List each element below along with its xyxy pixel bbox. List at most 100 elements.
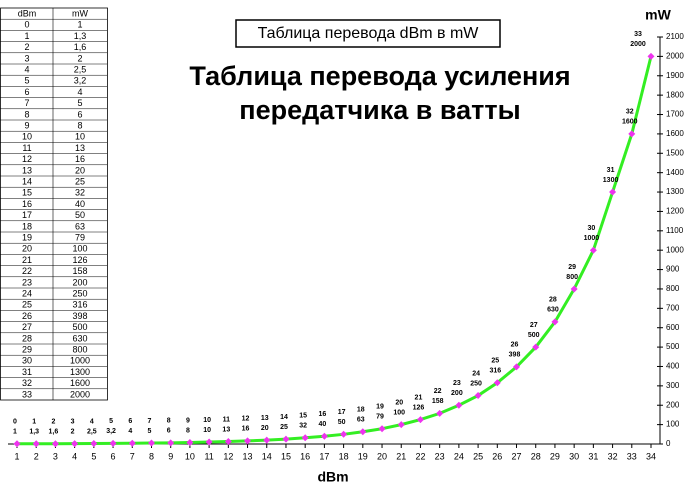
y-tick-label: 1000 [666, 245, 684, 254]
x-tick-label: 17 [319, 451, 329, 461]
y-tick-label: 100 [666, 420, 680, 429]
table-cell: 5 [77, 98, 82, 108]
table-cell: 33 [22, 389, 32, 399]
data-label: 40 [318, 421, 326, 428]
point [493, 379, 501, 387]
point [263, 436, 271, 444]
table-cell: 1300 [70, 367, 90, 377]
point-dbm-label: 5 [109, 418, 113, 425]
data-label: 20 [261, 425, 269, 432]
table-cell: 158 [72, 266, 87, 276]
data-label: 32 [299, 423, 307, 430]
x-tick-label: 3 [53, 451, 58, 461]
point-dbm-label: 33 [634, 31, 642, 38]
x-tick-label: 4 [72, 451, 77, 461]
x-tick-label: 8 [149, 451, 154, 461]
y-tick-label: 400 [666, 362, 680, 371]
x-tick-label: 12 [223, 451, 233, 461]
x-axis-label: dBm [317, 469, 348, 485]
point-dbm-label: 7 [148, 418, 152, 425]
table-cell: 21 [22, 255, 32, 265]
data-line [16, 56, 653, 446]
point [513, 363, 521, 371]
point-dbm-label: 13 [261, 415, 269, 422]
point [13, 440, 21, 448]
point [90, 440, 98, 448]
table-cell: 25 [22, 300, 32, 310]
data-label: 200 [451, 390, 463, 397]
point-dbm-label: 14 [280, 414, 288, 421]
y-tick-label: 1500 [666, 148, 684, 157]
y-tick-label: 300 [666, 381, 680, 390]
point-dbm-label: 22 [434, 388, 442, 395]
table-cell: 13 [75, 143, 85, 153]
data-label: 3,2 [106, 428, 116, 435]
table-cell: 1 [77, 20, 82, 30]
table-cell: 10 [22, 132, 32, 142]
table-cell: 2000 [70, 389, 90, 399]
point-dbm-label: 25 [491, 358, 499, 365]
table-cell: 14 [22, 176, 32, 186]
point [244, 437, 252, 445]
point-dbm-label: 24 [472, 370, 480, 377]
point [32, 440, 40, 448]
table-cell: 2,5 [74, 64, 87, 74]
point [609, 188, 617, 196]
x-tick-label: 16 [300, 451, 310, 461]
point [224, 437, 232, 445]
x-tick-label: 6 [111, 451, 116, 461]
x-tick-label: 1 [14, 451, 19, 461]
point-dbm-label: 12 [242, 416, 250, 423]
point-dbm-label: 29 [568, 264, 576, 271]
point [320, 432, 328, 440]
data-label: 1600 [622, 119, 638, 126]
x-tick-label: 13 [243, 451, 253, 461]
point-dbm-label: 9 [186, 417, 190, 424]
point-dbm-label: 23 [453, 380, 461, 387]
table-cell: 316 [72, 300, 87, 310]
y-tick-label: 1100 [666, 226, 684, 235]
y-tick-label: 0 [666, 439, 671, 448]
point [647, 52, 655, 60]
chart-title: Таблица перевода dBm в mW [258, 25, 480, 42]
table-cell: 18 [22, 221, 32, 231]
x-tick-label: 33 [627, 451, 637, 461]
data-label: 6 [167, 428, 171, 435]
y-tick-label: 500 [666, 342, 680, 351]
point-dbm-label: 20 [395, 399, 403, 406]
table-cell: 20 [75, 165, 85, 175]
table-cell: 4 [24, 64, 29, 74]
point-dbm-label: 30 [587, 225, 595, 232]
x-tick-label: 27 [512, 451, 522, 461]
table-cell: 10 [75, 132, 85, 142]
y-tick-label: 2100 [666, 32, 684, 41]
table-cell: 63 [75, 221, 85, 231]
table-cell: 1,6 [74, 42, 87, 52]
y-tick-label: 1300 [666, 187, 684, 196]
subtitle: Таблица перевода усиления [189, 61, 570, 91]
point-dbm-label: 8 [167, 418, 171, 425]
x-tick-label: 10 [185, 451, 195, 461]
y-tick-label: 1600 [666, 129, 684, 138]
data-label: 630 [547, 307, 559, 314]
data-label: 316 [489, 368, 501, 375]
data-label: 1000 [584, 235, 600, 242]
x-tick-label: 24 [454, 451, 464, 461]
data-label: 79 [376, 414, 384, 421]
data-label: 13 [222, 426, 230, 433]
data-label: 1300 [603, 177, 619, 184]
point-dbm-label: 11 [223, 416, 231, 423]
point [186, 438, 194, 446]
x-tick-label: 20 [377, 451, 387, 461]
point-dbm-label: 10 [203, 417, 211, 424]
x-tick-label: 9 [168, 451, 173, 461]
point-dbm-label: 26 [511, 342, 519, 349]
title-box [235, 19, 501, 48]
point [282, 435, 290, 443]
data-label: 4 [128, 428, 132, 435]
x-tick-label: 32 [608, 451, 618, 461]
y-tick-label: 1900 [666, 71, 684, 80]
y-tick-label: 200 [666, 400, 680, 409]
data-label: 1 [13, 429, 17, 436]
point-dbm-label: 27 [530, 322, 538, 329]
